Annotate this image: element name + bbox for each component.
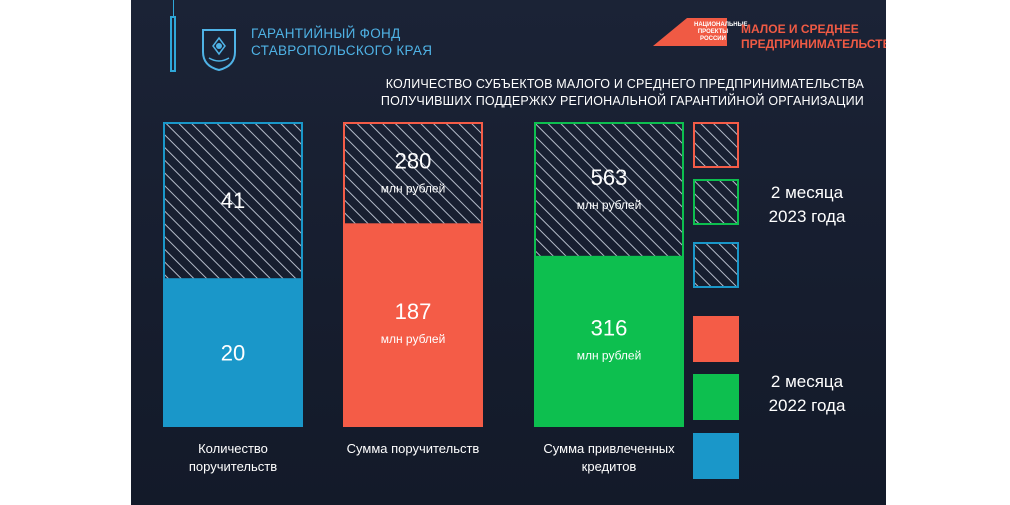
org-name-line1: ГАРАНТИЙНЫЙ ФОНД [251, 26, 401, 41]
org-name: ГАРАНТИЙНЫЙ ФОНД СТАВРОПОЛЬСКОГО КРАЯ [251, 25, 432, 59]
msp-label-line1: МАЛОЕ И СРЕДНЕЕ [741, 22, 859, 36]
bar-2023-hatch-2 [535, 123, 683, 256]
value-label-2022-0: 20 [221, 341, 245, 366]
stavropol-emblem-icon [202, 29, 236, 72]
category-label-2: Сумма привлеченных кредитов [504, 440, 714, 476]
legend-swatch-2022-2 [693, 433, 739, 479]
legend-swatch-2023-outline-2 [693, 242, 739, 288]
legend-swatch-2023-2 [693, 242, 739, 288]
category-label-line1: Сумма поручительств [346, 441, 480, 456]
legend-swatch-2023-0 [693, 122, 739, 168]
bar-2022-1 [343, 223, 483, 427]
value-label-2023-0: 41 [221, 188, 245, 213]
chart-title-line1: КОЛИЧЕСТВО СУБЪЕКТОВ МАЛОГО И СРЕДНЕГО П… [385, 77, 864, 91]
national-projects-logo-icon [653, 18, 727, 46]
infographic-panel: ГАРАНТИЙНЫЙ ФОНД СТАВРОПОЛЬСКОГО КРАЯ НА… [131, 0, 886, 505]
legend-swatch-2023-outline-0 [693, 122, 739, 168]
bar-2022-0 [163, 278, 303, 427]
legend-series-label-1: 2 месяца 2022 года [747, 370, 867, 418]
legend-series-label-line1: 2 месяца [770, 372, 844, 391]
national-projects-text: НАЦИОНАЛЬНЫЕ ПРОЕКТЫ РОССИИ [694, 22, 748, 42]
legend-series-label-line1: 2 месяца [770, 183, 844, 202]
bar-2022-2 [534, 255, 684, 427]
unit-label-2023-2: млн рублей [577, 198, 642, 212]
msp-label-line2: ПРЕДПРИНИМАТЕЛЬСТВО [741, 37, 886, 51]
legend-series-label-line2: 2022 года [768, 396, 846, 415]
legend-series-label-line2: 2023 года [768, 207, 846, 226]
category-label-line2: кредитов [581, 459, 637, 474]
category-label-line2: поручительств [188, 459, 278, 474]
legend-swatch-2022-1 [693, 374, 739, 420]
legend-swatch-2023-outline-1 [693, 179, 739, 225]
legend-swatch-2022-0 [693, 316, 739, 362]
category-label-1: Сумма поручительств [313, 440, 513, 458]
value-label-2022-1: 187 [395, 299, 432, 324]
accent-line [173, 0, 174, 16]
value-label-2022-2: 316 [591, 315, 628, 340]
chart-title: КОЛИЧЕСТВО СУБЪЕКТОВ МАЛОГО И СРЕДНЕГО П… [381, 76, 864, 110]
msp-label: МАЛОЕ И СРЕДНЕЕ ПРЕДПРИНИМАТЕЛЬСТВО [741, 22, 886, 52]
accent-bar [170, 16, 176, 72]
bar-2023-outline-1 [343, 122, 483, 427]
category-label-line1: Количество [198, 441, 268, 456]
org-name-line2: СТАВРОПОЛЬСКОГО КРАЯ [251, 43, 433, 58]
legend-swatch-2023-1 [693, 179, 739, 225]
unit-label-2022-1: млн рублей [381, 332, 446, 346]
bar-2023-outline-2 [534, 122, 684, 427]
bar-2023-hatch-1 [344, 123, 482, 224]
legend-series-label-0: 2 месяца 2023 года [747, 181, 867, 229]
unit-label-2022-2: млн рублей [577, 348, 642, 362]
chart-title-line2: ПОЛУЧИВШИХ ПОДДЕРЖКУ РЕГИОНАЛЬНОЙ ГАРАНТ… [380, 94, 864, 108]
category-label-line1: Сумма привлеченных [543, 441, 675, 456]
unit-label-2023-1: млн рублей [381, 182, 446, 196]
bar-2023-hatch-0 [164, 123, 302, 279]
value-label-2023-2: 563 [591, 165, 628, 190]
bar-chart: 41 20 280 млн рублей 187 млн рублей 563 млн руб… [163, 122, 739, 479]
value-label-2023-1: 280 [395, 149, 432, 174]
bar-2023-outline-0 [163, 122, 303, 427]
category-label-0: Количество поручительств [133, 440, 333, 476]
